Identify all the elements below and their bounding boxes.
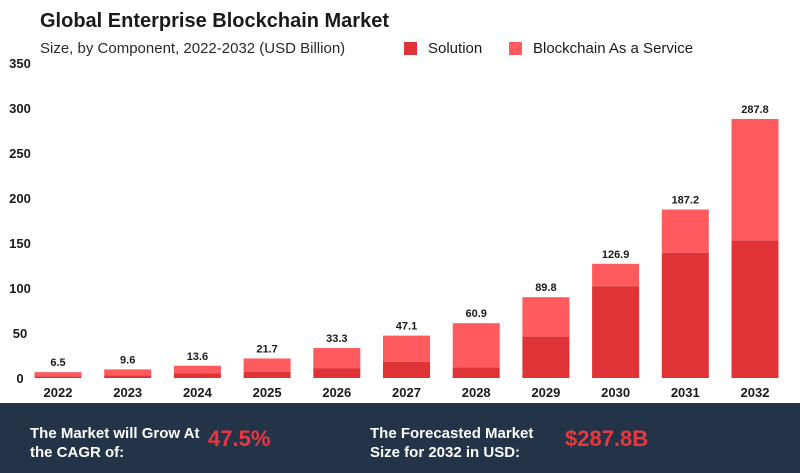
bar-baas bbox=[592, 263, 640, 287]
legend-item-baas: Blockchain As a Service bbox=[509, 40, 693, 57]
bar-baas bbox=[104, 369, 152, 376]
bar-total-label: 187.2 bbox=[672, 195, 700, 207]
bar-baas bbox=[522, 297, 570, 337]
chart-subtitle: Size, by Component, 2022-2032 (USD Billi… bbox=[40, 40, 346, 57]
bar-solution bbox=[383, 361, 430, 378]
y-tick-label: 200 bbox=[9, 191, 31, 206]
bar-solution bbox=[34, 376, 82, 378]
bar-total-label: 126.9 bbox=[602, 249, 630, 261]
bar-total-label: 47.1 bbox=[396, 321, 417, 333]
legend-swatch-solution bbox=[404, 42, 417, 55]
y-tick-label: 350 bbox=[9, 56, 31, 71]
bar-total-label: 13.6 bbox=[187, 351, 208, 363]
bar-solution bbox=[243, 371, 291, 378]
legend-label-solution: Solution bbox=[428, 40, 483, 57]
footer-banner bbox=[0, 403, 800, 473]
chart-plot: 0 50 100 150 200 250 300 350 6.5 2022 9.6 2023 13.6 2… bbox=[9, 56, 779, 400]
x-tick-label: 2023 bbox=[113, 385, 142, 400]
x-tick-label: 2026 bbox=[322, 385, 351, 400]
bar-baas bbox=[383, 335, 430, 362]
x-tick-label: 2029 bbox=[531, 385, 560, 400]
cagr-label: The Market will Grow At the CAGR of: bbox=[30, 425, 200, 461]
bar-baas bbox=[661, 209, 709, 253]
bar-total-label: 21.7 bbox=[256, 343, 277, 355]
bar-baas bbox=[452, 323, 500, 368]
legend-label-baas: Blockchain As a Service bbox=[533, 40, 694, 57]
x-tick-label: 2030 bbox=[601, 385, 630, 400]
bar-total-label: 9.6 bbox=[120, 354, 135, 366]
x-tick-label: 2022 bbox=[44, 385, 73, 400]
bar-solution bbox=[661, 252, 709, 378]
bar-total-label: 60.9 bbox=[465, 308, 486, 320]
forecast-value: $287.8B bbox=[565, 426, 649, 451]
cagr-value: 47.5% bbox=[208, 426, 271, 451]
bar-solution bbox=[452, 367, 500, 378]
bar-baas bbox=[313, 348, 361, 369]
y-tick-label: 150 bbox=[9, 236, 31, 251]
bar-baas bbox=[173, 365, 221, 374]
forecast-label: The Forecasted Market Size for 2032 in U… bbox=[370, 425, 534, 461]
bar-total-label: 6.5 bbox=[50, 357, 65, 369]
x-tick-label: 2028 bbox=[462, 385, 491, 400]
bar-baas bbox=[34, 372, 82, 377]
x-tick-label: 2032 bbox=[741, 385, 770, 400]
bar-solution bbox=[592, 286, 640, 378]
legend-swatch-baas bbox=[509, 42, 522, 55]
legend-item-solution: Solution bbox=[404, 40, 482, 57]
x-tick-label: 2024 bbox=[183, 385, 213, 400]
y-tick-label: 300 bbox=[9, 101, 31, 116]
bar-baas bbox=[731, 118, 779, 241]
bar-solution bbox=[104, 375, 152, 378]
x-tick-label: 2025 bbox=[253, 385, 282, 400]
bar-total-label: 89.8 bbox=[535, 282, 556, 294]
bar-baas bbox=[243, 358, 291, 372]
bar-solution bbox=[522, 336, 570, 378]
chart-title: Global Enterprise Blockchain Market bbox=[40, 10, 389, 32]
y-tick-label: 0 bbox=[16, 371, 23, 386]
bar-solution bbox=[313, 368, 361, 378]
y-tick-label: 250 bbox=[9, 146, 31, 161]
y-tick-label: 100 bbox=[9, 281, 31, 296]
bar-total-label: 33.3 bbox=[326, 333, 347, 345]
bar-solution bbox=[731, 240, 779, 378]
bar-total-label: 287.8 bbox=[741, 104, 769, 116]
bar-solution bbox=[173, 373, 221, 378]
x-tick-label: 2027 bbox=[392, 385, 421, 400]
x-tick-label: 2031 bbox=[671, 385, 700, 400]
y-tick-label: 50 bbox=[13, 326, 27, 341]
